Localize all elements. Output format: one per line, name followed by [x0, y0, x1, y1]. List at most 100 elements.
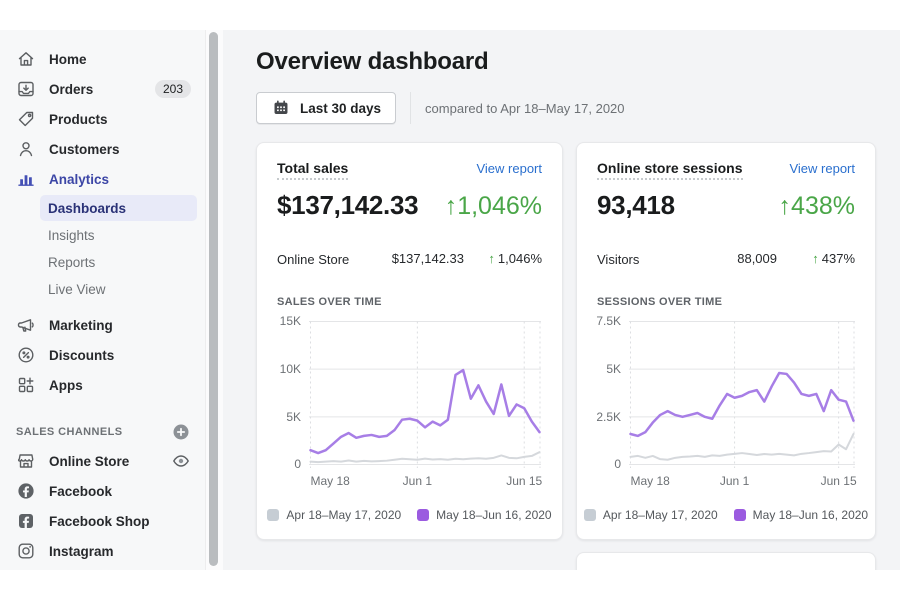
- app-window: Home Orders 203 Products Customers Analy…: [0, 30, 900, 570]
- y-tick-label: 0: [294, 457, 301, 472]
- sidebar-scrollbar-track[interactable]: [205, 30, 223, 570]
- sidebar-item-label: Analytics: [49, 171, 110, 187]
- y-axis: 0 5K 10K 15K: [277, 314, 309, 472]
- x-tick-label: May 18: [310, 473, 350, 488]
- chart-legend: Apr 18–May 17, 2020 May 18–Jun 16, 2020: [267, 508, 552, 522]
- date-range-label: Last 30 days: [300, 100, 382, 116]
- sidebar: Home Orders 203 Products Customers Analy…: [0, 30, 205, 570]
- x-tick-label: Jun 1: [719, 473, 750, 488]
- view-report-link[interactable]: View report: [789, 161, 855, 176]
- instagram-icon: [16, 541, 36, 561]
- sidebar-item-insights[interactable]: Insights: [48, 227, 95, 243]
- sessions-value: 93,418: [597, 190, 675, 220]
- sidebar-item-facebook[interactable]: Facebook: [0, 476, 205, 506]
- metric-label: Online Store: [277, 252, 350, 267]
- x-tick-label: May 18: [630, 473, 670, 488]
- metric-value: $137,142.33: [391, 251, 464, 266]
- metric-value: 88,009: [737, 251, 777, 266]
- sidebar-item-dashboards[interactable]: Dashboards: [40, 195, 197, 221]
- sidebar-item-facebook-shop[interactable]: Facebook Shop: [0, 506, 205, 536]
- sidebar-item-apps[interactable]: Apps: [0, 370, 205, 400]
- sidebar-item-label: Facebook: [49, 483, 113, 499]
- plot-area: [629, 320, 855, 468]
- calendar-icon: [271, 98, 291, 118]
- x-axis: May 18 Jun 1 Jun 15: [309, 473, 543, 490]
- cards-row: Total sales View report $137,142.33 ↑1,0…: [256, 142, 876, 570]
- discount-badge-icon: [16, 345, 36, 365]
- legend-item: Apr 18–May 17, 2020: [267, 508, 401, 522]
- sidebar-item-label: Instagram: [49, 543, 114, 559]
- home-icon: [16, 49, 36, 69]
- legend-swatch: [583, 508, 596, 521]
- x-axis: May 18 Jun 1 Jun 15: [629, 473, 857, 490]
- sidebar-item-home[interactable]: Home: [0, 44, 205, 74]
- x-tick-label: Jun 15: [820, 473, 857, 488]
- sidebar-item-label: Customers: [49, 141, 120, 157]
- plot-area: [309, 320, 542, 468]
- total-sales-card: Total sales View report $137,142.33 ↑1,0…: [256, 142, 563, 540]
- card-title[interactable]: Total sales: [277, 160, 349, 180]
- y-tick-label: 15K: [279, 314, 301, 329]
- tag-icon: [16, 109, 36, 129]
- metric-label: Visitors: [597, 252, 640, 267]
- sidebar-item-partial[interactable]: [0, 566, 205, 570]
- sessions-over-time-chart: 0 2.5K 5K 7.5K May 18 Jun 1 Jun 15 Apr 18–May…: [583, 314, 868, 522]
- sidebar-item-online-store[interactable]: Online Store: [0, 446, 205, 476]
- y-tick-label: 7.5K: [596, 314, 621, 329]
- next-card-partial: [576, 551, 876, 570]
- metric-row: Visitors 88,009 ↑ 437%: [597, 251, 855, 270]
- sidebar-item-label: Apps: [49, 377, 83, 393]
- sidebar-item-marketing[interactable]: Marketing: [0, 310, 205, 340]
- sidebar-item-analytics[interactable]: Analytics: [0, 164, 205, 194]
- sidebar-scrollbar-thumb[interactable]: [209, 32, 218, 566]
- person-icon: [16, 139, 36, 159]
- total-sales-change: ↑1,046%: [444, 192, 542, 220]
- sidebar-item-orders[interactable]: Orders 203: [0, 74, 205, 104]
- sidebar-item-label: Discounts: [49, 347, 115, 363]
- sidebar-item-label: Marketing: [49, 317, 113, 333]
- sales-channels-label: SALES CHANNELS: [16, 426, 123, 438]
- y-tick-label: 2.5K: [596, 409, 621, 424]
- chart-legend: Apr 18–May 17, 2020 May 18–Jun 16, 2020: [583, 508, 868, 522]
- sidebar-item-label: Products: [49, 111, 108, 127]
- view-report-link[interactable]: View report: [476, 161, 542, 176]
- sidebar-item-discounts[interactable]: Discounts: [0, 340, 205, 370]
- legend-swatch: [267, 508, 280, 521]
- metric-change: ↑ 437%: [812, 251, 855, 266]
- x-tick-label: Jun 15: [506, 473, 543, 488]
- y-axis: 0 2.5K 5K 7.5K: [596, 314, 629, 472]
- card-title[interactable]: Online store sessions: [597, 160, 743, 180]
- x-tick-label: Jun 1: [402, 473, 433, 488]
- add-channel-button[interactable]: [171, 422, 191, 442]
- bar-chart-icon: [16, 169, 36, 189]
- chart-section-label: SALES OVER TIME: [277, 295, 382, 308]
- toolbar: Last 30 days compared to Apr 18–May 17, …: [256, 92, 875, 124]
- sidebar-item-customers[interactable]: Customers: [0, 134, 205, 164]
- sidebar-item-label: Home: [49, 51, 87, 67]
- total-sales-value: $137,142.33: [277, 190, 419, 220]
- y-tick-label: 0: [614, 457, 621, 472]
- page-title: Overview dashboard: [256, 48, 489, 75]
- y-tick-label: 10K: [279, 362, 301, 376]
- facebook-shop-icon: [16, 511, 36, 531]
- y-tick-label: 5K: [286, 409, 301, 424]
- eye-icon[interactable]: [171, 451, 191, 471]
- compare-text: compared to Apr 18–May 17, 2020: [410, 92, 625, 124]
- up-arrow-icon: ↑: [812, 251, 819, 266]
- legend-item: May 18–Jun 16, 2020: [417, 508, 552, 522]
- orders-count-badge: 203: [154, 79, 191, 99]
- storefront-icon: [16, 451, 36, 471]
- sidebar-item-instagram[interactable]: Instagram: [0, 536, 205, 566]
- sidebar-item-label: Facebook Shop: [49, 513, 150, 529]
- sidebar-item-live-view[interactable]: Live View: [48, 281, 106, 297]
- y-tick-label: 5K: [606, 362, 621, 376]
- metric-change: ↑ 1,046%: [488, 251, 542, 266]
- sales-channels-header: SALES CHANNELS: [0, 418, 205, 446]
- sales-over-time-chart: 0 5K 10K 15K May 18 Jun 1 Jun 15 Apr 18–May 1…: [267, 314, 552, 522]
- date-range-button[interactable]: Last 30 days: [256, 92, 397, 124]
- sidebar-item-label: Online Store: [49, 453, 130, 469]
- megaphone-icon: [16, 315, 36, 335]
- chart-section-label: SESSIONS OVER TIME: [597, 295, 723, 308]
- sidebar-item-reports[interactable]: Reports: [48, 254, 96, 270]
- sidebar-item-products[interactable]: Products: [0, 104, 205, 134]
